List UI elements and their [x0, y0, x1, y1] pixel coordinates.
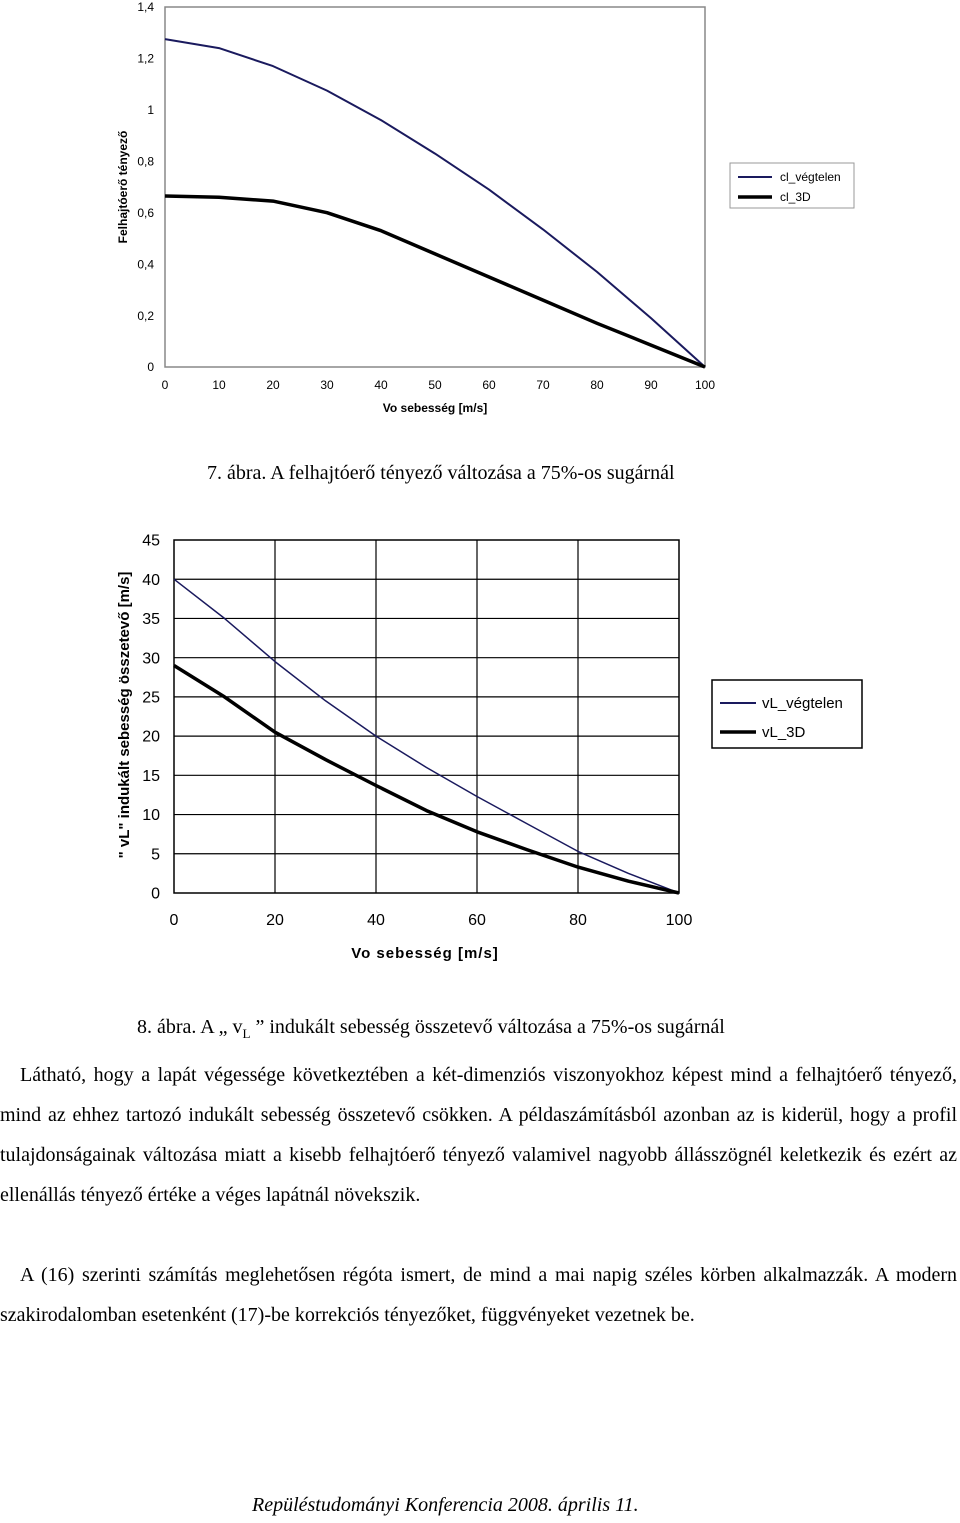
y-tick-label: 35: [142, 611, 160, 628]
caption-subscript: L: [242, 1026, 251, 1041]
y-axis-label: " vL" indukált sebesség összetevő [m/s]: [116, 572, 133, 859]
y-tick-label: 0,4: [137, 257, 154, 271]
plot-area: [164, 6, 706, 368]
caption-prefix: 8. ábra. A „ v: [137, 1016, 243, 1038]
figure-7-caption: 7. ábra. A felhajtóerő tényező változása…: [207, 462, 675, 484]
y-tick-label: 0: [147, 360, 154, 374]
y-tick-label: 0,8: [137, 154, 154, 168]
x-tick-label: 40: [374, 378, 388, 392]
x-tick-label: 10: [212, 378, 226, 392]
y-tick-label: 0,2: [137, 309, 154, 323]
x-axis-label: Vo sebesség [m/s]: [351, 945, 499, 962]
induced-velocity-chart: 0 5 10 15 20 25 30 35 40 45 0 20 40 60 80 100 " vL" in…: [116, 533, 863, 962]
legend: vL_végtelen vL_3D: [711, 679, 863, 749]
y-tick-label: 1: [147, 103, 154, 117]
series-line-cl-vegtelen: [164, 38, 706, 368]
x-tick-label: 100: [695, 378, 715, 392]
y-axis-label: Felhajtóerő tényező: [116, 131, 130, 244]
x-tick-label: 60: [468, 912, 486, 929]
y-tick-label: 10: [142, 807, 160, 824]
x-tick-label: 0: [170, 912, 179, 929]
caption-suffix: ” indukált sebesség összetevő változása …: [250, 1016, 725, 1038]
y-tick-label: 0,6: [137, 206, 154, 220]
x-tick-label: 40: [367, 912, 385, 929]
y-tick-label: 30: [142, 650, 160, 667]
y-tick-label: 1,2: [137, 52, 154, 66]
series-line-vl-3d: [173, 664, 680, 895]
x-tick-label: 80: [590, 378, 604, 392]
figure-8-caption: 8. ábra. A „ vL ” indukált sebesség össz…: [137, 1016, 725, 1042]
y-tick-label: 40: [142, 572, 160, 589]
y-tick-label: 5: [151, 846, 160, 863]
y-tick-label: 25: [142, 689, 160, 706]
x-tick-label: 0: [162, 378, 169, 392]
x-tick-label: 90: [644, 378, 658, 392]
legend-label-cl-vegtelen: cl_végtelen: [780, 170, 841, 184]
legend-label-vl-3d: vL_3D: [762, 724, 806, 741]
lift-coefficient-chart: 0 0,2 0,4 0,6 0,8 1 1,2 1,4 0 10 20 30 40 50 60 70 80 90…: [116, 0, 855, 415]
y-tick-label: 0: [151, 886, 160, 903]
paragraph-1: Látható, hogy a lapát végessége következ…: [0, 1064, 957, 1206]
x-tick-label: 80: [569, 912, 587, 929]
legend-label-vl-vegtelen: vL_végtelen: [762, 695, 843, 712]
x-tick-label: 20: [266, 912, 284, 929]
x-tick-label: 70: [536, 378, 550, 392]
x-tick-label: 20: [266, 378, 280, 392]
plot-area: [173, 539, 680, 894]
y-tick-label: 20: [142, 729, 160, 746]
x-tick-label: 60: [482, 378, 496, 392]
legend: cl_végtelen cl_3D: [729, 162, 855, 209]
series-line-vl-vegtelen: [173, 578, 680, 894]
x-tick-label: 30: [320, 378, 334, 392]
legend-label-cl-3d: cl_3D: [780, 190, 811, 204]
x-axis-label: Vo sebesség [m/s]: [383, 401, 487, 415]
x-tick-label: 50: [428, 378, 442, 392]
y-tick-label: 45: [142, 533, 160, 550]
x-tick-label: 100: [666, 912, 693, 929]
page-footer: Repüléstudományi Konferencia 2008. ápril…: [252, 1494, 639, 1516]
y-tick-label: 15: [142, 768, 160, 785]
series-line-cl-3d: [164, 194, 706, 369]
y-tick-label: 1,4: [137, 0, 154, 14]
paragraph-2: A (16) szerinti számítás meglehetősen ré…: [0, 1264, 957, 1326]
